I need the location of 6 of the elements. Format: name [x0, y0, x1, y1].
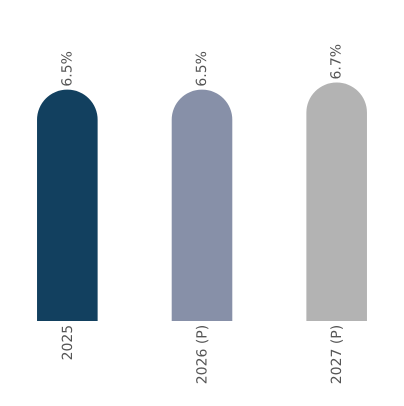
data-label: 6.7% [328, 44, 345, 80]
x-tick-label: 2026 (P) [194, 324, 211, 384]
data-label: 6.5% [59, 51, 76, 87]
data-label: 6.5% [194, 51, 210, 87]
x-tick-label: 2025 [60, 324, 76, 360]
x-tick-label: 2027 (P) [329, 324, 346, 384]
